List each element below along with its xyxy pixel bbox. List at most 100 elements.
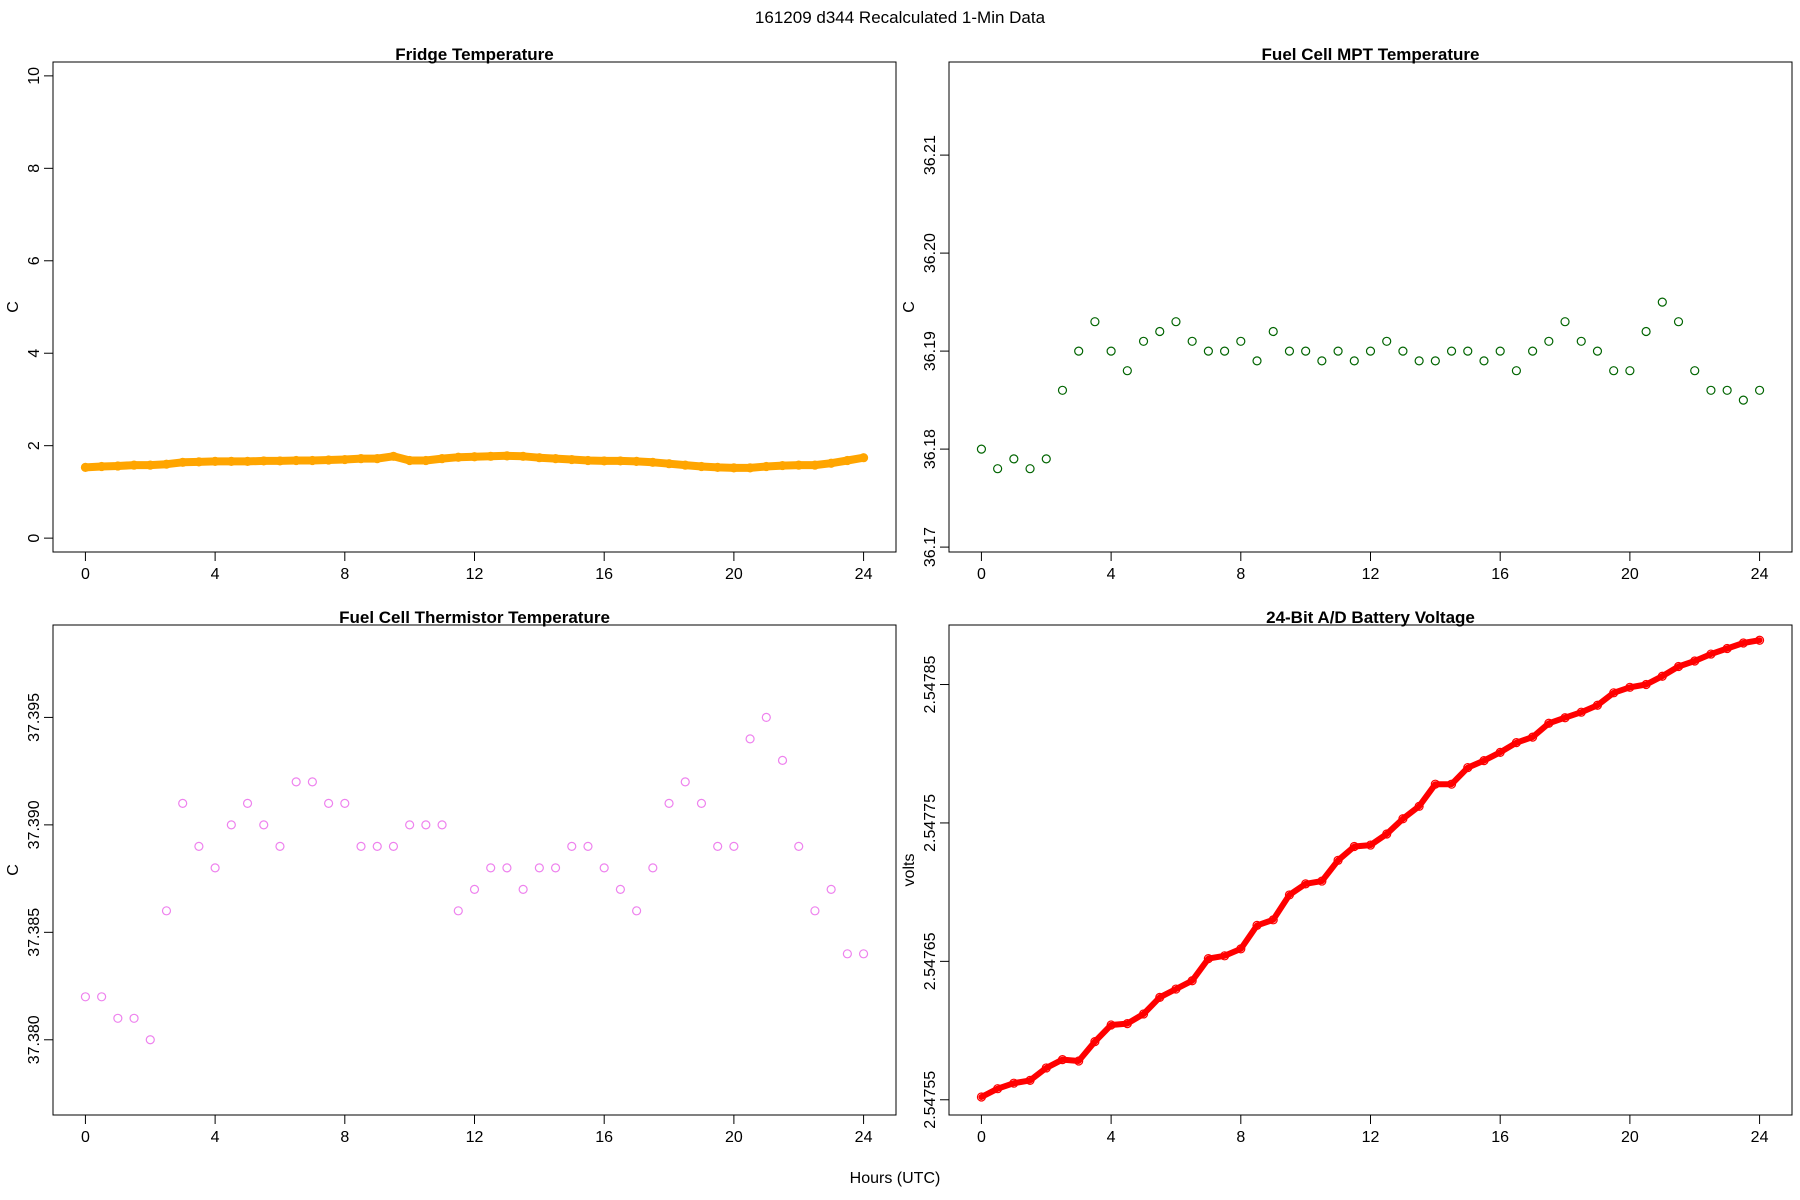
y-axis-label: volts — [901, 854, 918, 887]
y-axis-label: C — [901, 301, 918, 313]
data-point — [1754, 635, 1765, 645]
data-point — [1430, 779, 1440, 789]
x-tick-label: 16 — [1491, 566, 1509, 583]
data-point — [1511, 738, 1522, 748]
data-point — [323, 455, 334, 465]
data-point — [842, 949, 852, 959]
data-point — [583, 841, 593, 851]
data-point — [826, 884, 836, 894]
data-point — [178, 798, 188, 808]
x-tick-label: 4 — [1107, 566, 1116, 583]
data-point — [1122, 366, 1132, 376]
data-point — [1479, 756, 1489, 766]
data-point — [1268, 915, 1278, 925]
y-tick-label: 6 — [26, 256, 43, 265]
data-point — [1349, 356, 1359, 366]
data-point — [340, 454, 350, 465]
data-point — [1333, 855, 1343, 865]
y-tick-label: 4 — [26, 349, 43, 358]
data-point — [129, 460, 139, 470]
x-axis: 0 4 8 12 16 20 24 — [81, 1115, 873, 1146]
data-point — [1155, 326, 1165, 337]
y-tick-label: 36.21 — [922, 135, 939, 175]
data-point — [1576, 707, 1586, 717]
data-point — [323, 798, 334, 808]
data-point — [1690, 366, 1700, 376]
data-point — [1609, 366, 1619, 376]
data-point — [1544, 336, 1554, 346]
data-point — [1317, 356, 1327, 366]
data-point — [1706, 385, 1716, 395]
data-point — [356, 841, 366, 851]
data-point — [1171, 317, 1181, 327]
data-point — [976, 444, 987, 454]
data-point — [275, 841, 285, 851]
data-point — [1187, 336, 1197, 346]
data-point — [1203, 346, 1213, 356]
data-point — [291, 777, 301, 787]
data-point — [1236, 336, 1246, 346]
data-marks — [80, 712, 869, 1045]
plot-frame — [948, 61, 1793, 553]
data-point — [1414, 356, 1424, 366]
data-point — [632, 906, 642, 916]
data-point — [259, 456, 269, 466]
data-point — [794, 841, 804, 851]
x-axis: 0 4 8 12 16 20 24 — [977, 1115, 1769, 1146]
y-axis: 2.54755 2.54765 2.54775 2.54785 — [922, 656, 949, 1129]
data-point — [129, 1013, 139, 1023]
y-tick-label: 36.18 — [922, 429, 939, 469]
plot-frame — [52, 61, 897, 553]
panel-title: Fuel Cell MPT Temperature — [1262, 45, 1480, 64]
data-point — [372, 454, 382, 464]
data-point — [777, 755, 788, 765]
data-point — [599, 863, 609, 873]
data-point — [1398, 814, 1408, 824]
data-point — [632, 456, 642, 466]
data-point — [745, 463, 755, 473]
y-tick-label: 37.380 — [26, 1015, 43, 1064]
data-point — [1090, 1037, 1100, 1047]
data-point — [550, 454, 561, 464]
data-point — [729, 463, 739, 473]
data-point — [194, 841, 204, 851]
data-point — [664, 798, 674, 808]
x-tick-label: 8 — [340, 566, 349, 583]
data-point — [275, 456, 285, 466]
data-point — [307, 777, 317, 787]
data-point — [97, 992, 107, 1002]
data-point — [664, 459, 674, 469]
x-tick-label: 0 — [977, 1129, 986, 1146]
y-tick-label: 2.54765 — [922, 932, 939, 990]
data-point — [502, 451, 512, 461]
data-point — [1673, 661, 1684, 672]
x-tick-label: 12 — [466, 566, 484, 583]
data-point — [1657, 297, 1667, 307]
data-point — [810, 906, 820, 916]
data-point — [226, 820, 236, 830]
data-point — [648, 457, 658, 467]
data-point — [1560, 317, 1570, 327]
data-point — [405, 820, 415, 830]
y-tick-label: 37.395 — [26, 693, 43, 742]
data-point — [1609, 688, 1619, 698]
data-point — [194, 457, 204, 467]
y-tick-label: 37.390 — [26, 800, 43, 849]
y-tick-label: 8 — [26, 164, 43, 173]
data-point — [1171, 984, 1181, 994]
y-tick-label: 36.17 — [922, 527, 939, 567]
data-point — [1673, 317, 1684, 327]
data-point — [242, 456, 253, 466]
data-point — [518, 884, 528, 894]
data-point — [1690, 656, 1700, 666]
data-point — [210, 863, 220, 873]
data-point — [453, 906, 463, 916]
data-point — [1090, 317, 1100, 327]
data-point — [713, 462, 723, 473]
data-point — [1219, 346, 1230, 356]
data-point — [1317, 876, 1327, 886]
data-point — [599, 456, 609, 466]
data-point — [161, 906, 172, 916]
x-tick-label: 24 — [1751, 566, 1769, 583]
x-tick-label: 20 — [1621, 1129, 1639, 1146]
